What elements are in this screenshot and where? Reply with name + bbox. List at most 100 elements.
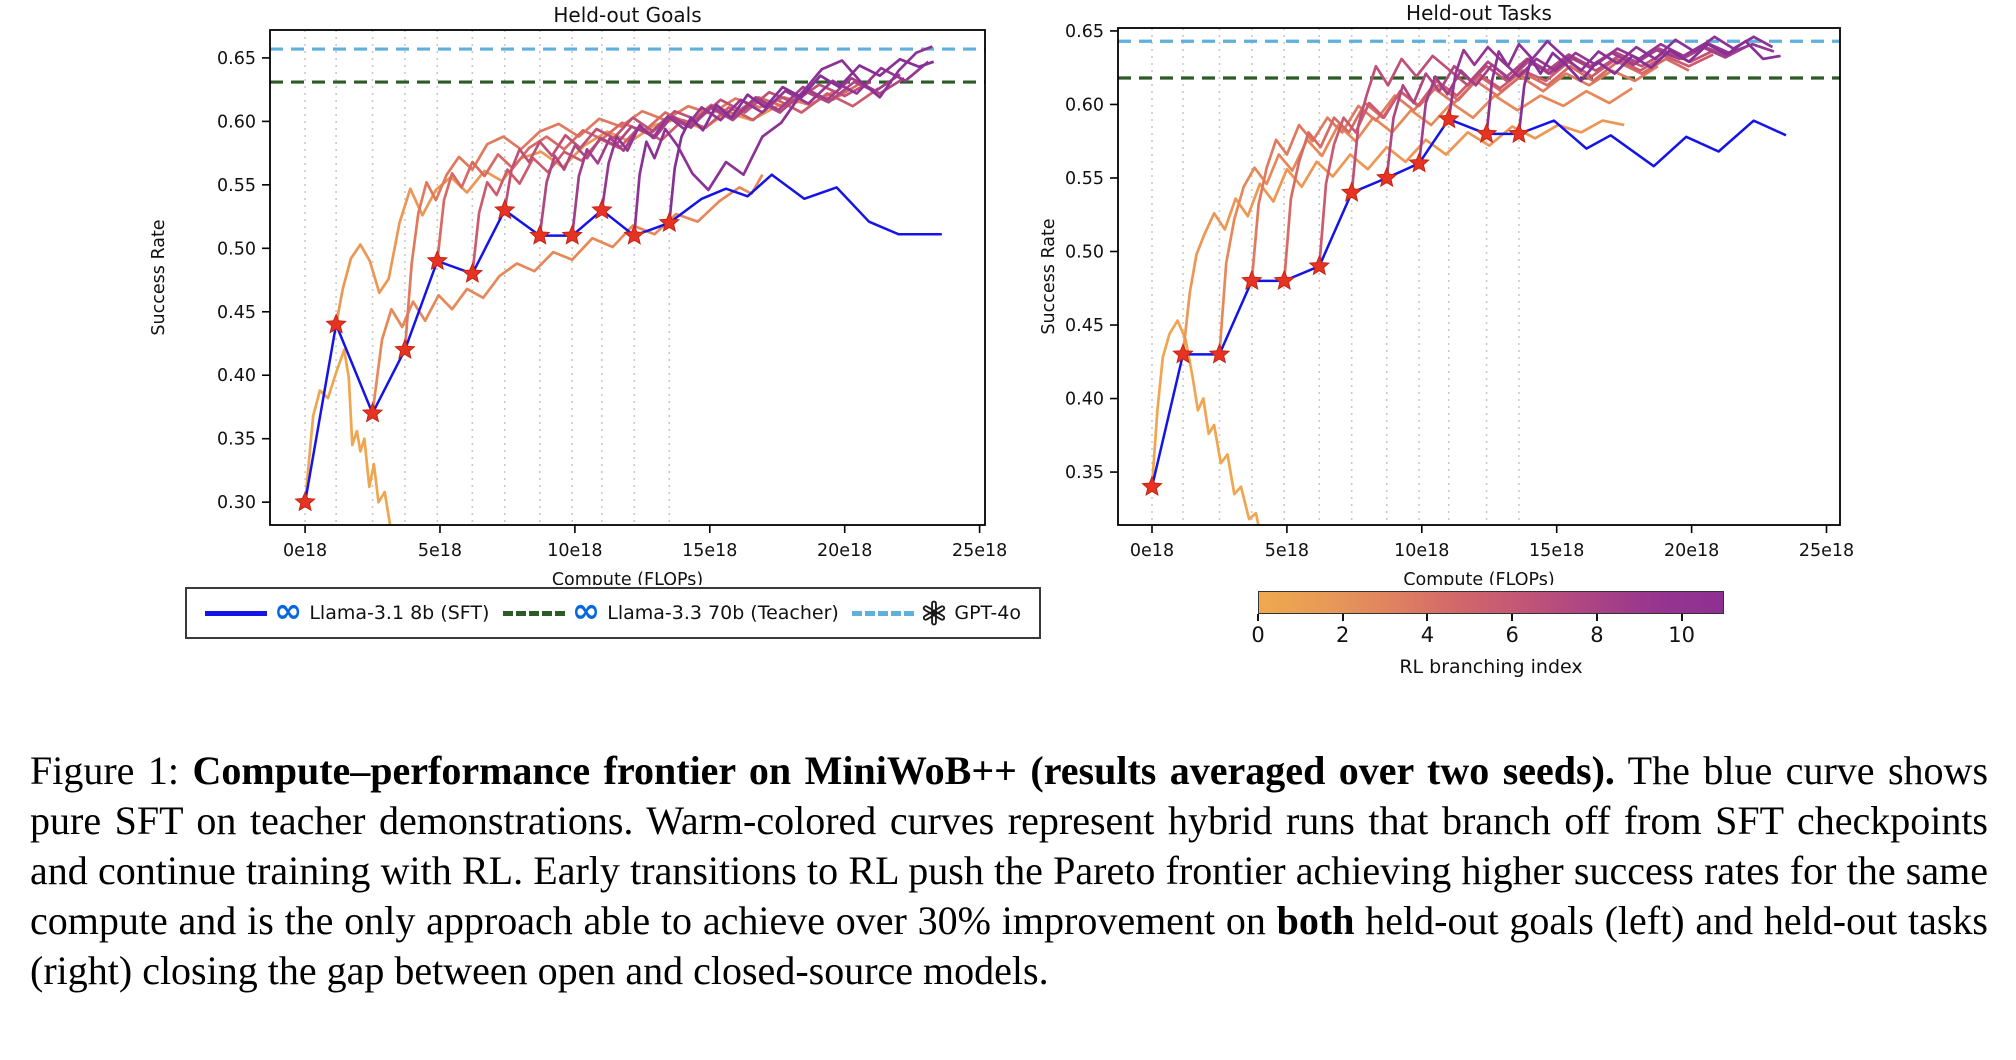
caption-segment: The blue curve shows pure SFT on teacher…: [30, 748, 1989, 943]
rl-branch-line-1: [1181, 119, 1625, 355]
plot-border: [1117, 27, 1841, 526]
branch-star-marker: [294, 490, 316, 512]
colorbar-tick-mark: [1257, 614, 1259, 621]
y-axis-label: Success Rate: [149, 219, 169, 335]
x-tick-label: 20e18: [817, 541, 872, 561]
rl-branch-line-3: [403, 89, 836, 350]
dashed-line-swatch: [852, 610, 915, 616]
y-tick-label: 0.65: [1065, 22, 1104, 42]
held-out-goals-chart: 0e18 5e18 10e18 15e18 20e18 25e18 0.30 0.35 0.40…: [149, 3, 1007, 585]
x-tick-label: 15e18: [1529, 541, 1584, 561]
rl-branch-line-11: [667, 57, 935, 224]
caption-segment: both: [1276, 898, 1355, 943]
x-tick-label: 0e18: [1130, 541, 1174, 561]
branch-star-marker: [1475, 122, 1498, 144]
meta-logo-icon: ∞: [274, 591, 303, 631]
rl-branch-line-4: [1282, 57, 1690, 282]
branch-star-marker: [1308, 254, 1331, 276]
branch-star-marker: [561, 224, 583, 245]
legend-entry-sft: ∞ Llama-3.1 8b (SFT): [205, 591, 490, 631]
rl-branch-line-1: [334, 99, 804, 325]
y-tick-label: 0.35: [217, 430, 256, 450]
colorbar-tick-mark: [1426, 614, 1429, 621]
legend-label: GPT-4o: [954, 602, 1021, 624]
colorbar-tick-mark: [1595, 614, 1598, 621]
y-tick-label: 0.30: [217, 493, 256, 513]
chart-title: Held-out Goals: [553, 3, 701, 27]
x-axis-label: Compute (FLOPs): [552, 570, 703, 585]
rl-branch-line-4: [435, 83, 859, 262]
branch-star-marker: [1172, 343, 1194, 364]
colorbar-tick-label: 6: [1505, 623, 1519, 647]
colorbar-tick-label: 0: [1251, 623, 1265, 647]
colorbar-tick-label: 8: [1590, 623, 1604, 647]
legend-entry-teacher: ∞ Llama-3.3 70b (Teacher): [502, 591, 839, 631]
branch-star-marker: [1208, 343, 1231, 364]
branch-star-marker: [529, 224, 551, 245]
x-tick-label: 5e18: [418, 541, 462, 561]
branch-star-marker: [623, 224, 646, 245]
y-tick-label: 0.50: [1065, 243, 1104, 263]
chart-legend: ∞ Llama-3.1 8b (SFT) ∞ Llama-3.3 70b (Teach…: [185, 587, 1041, 639]
dashed-line-swatch: [502, 610, 565, 616]
branch-star-marker: [1408, 151, 1430, 173]
rl-branch-line-0: [303, 348, 392, 525]
chart-title: Held-out Tasks: [1406, 1, 1552, 25]
figure-caption: Figure 1: Compute–performance frontier o…: [30, 746, 1988, 996]
rl-branch-line-10: [632, 45, 933, 236]
rl-branch-line-9: [600, 60, 930, 211]
x-tick-label: 10e18: [1394, 541, 1449, 561]
y-tick-label: 0.40: [1065, 390, 1104, 410]
openai-logo-icon: [921, 600, 947, 626]
y-tick-label: 0.40: [217, 366, 256, 386]
colorbar-tick-label: 10: [1668, 623, 1695, 647]
solid-line-swatch: [205, 610, 267, 616]
rl-branch-line-6: [1350, 48, 1716, 193]
x-tick-label: 25e18: [952, 541, 1007, 561]
branch-star-marker: [493, 198, 516, 220]
caption-segment: Figure 1:: [30, 748, 193, 793]
branch-star-marker: [394, 338, 416, 359]
colorbar-tick-label: 4: [1420, 623, 1435, 647]
x-tick-label: 10e18: [547, 541, 602, 561]
rl-branch-line-3: [1250, 65, 1659, 282]
branch-star-marker: [426, 249, 449, 271]
rl-branch-line-8: [570, 73, 901, 236]
x-tick-label: 15e18: [682, 541, 737, 561]
y-tick-label: 0.55: [217, 176, 256, 196]
colorbar: 0 2 4 6 8 10 RL branching index: [1251, 591, 1724, 678]
rl-branch-line-6: [503, 80, 871, 211]
y-tick-label: 0.35: [1065, 463, 1104, 483]
y-tick-label: 0.60: [1065, 95, 1104, 115]
meta-logo-icon: ∞: [571, 591, 601, 631]
rl-branch-line-8: [1417, 44, 1749, 164]
openai-logo-icon: [923, 600, 946, 626]
branch-star-marker: [1141, 475, 1163, 496]
branch-star-marker: [461, 262, 484, 283]
colorbar-label: RL branching index: [1399, 656, 1583, 678]
branch-star-marker: [591, 198, 613, 220]
sft-line: [1150, 117, 1787, 488]
branch-star-marker: [1508, 122, 1530, 144]
caption-segment: held-out goals (left) and held-out tasks…: [30, 898, 1988, 993]
y-tick-label: 0.50: [217, 239, 256, 259]
branch-star-marker: [658, 211, 681, 233]
x-tick-label: 20e18: [1664, 541, 1719, 561]
rl-branch-line-5: [1317, 53, 1714, 267]
legend-label: Llama-3.1 8b (SFT): [309, 602, 490, 624]
held-out-tasks-chart: 0e18 5e18 10e18 15e18 20e18 25e18 0.35 0.40 0.45…: [1040, 1, 1854, 585]
branch-star-marker: [1340, 181, 1363, 202]
rl-branch-line-10: [1485, 35, 1774, 135]
y-tick-label: 0.55: [1065, 169, 1104, 189]
colorbar-tick-mark: [1680, 614, 1683, 621]
colorbar-tick-mark: [1341, 614, 1344, 621]
rl-branch-line-11: [1517, 39, 1781, 135]
y-tick-label: 0.45: [1065, 316, 1104, 336]
rl-branch-line-0: [1150, 319, 1260, 525]
legend-entry-gpt4o: GPT-4o: [852, 600, 1021, 626]
branch-star-marker: [361, 401, 384, 423]
legend-label: Llama-3.3 70b (Teacher): [607, 602, 839, 624]
colorbar-gradient: [1258, 591, 1724, 614]
x-tick-label: 5e18: [1265, 541, 1309, 561]
